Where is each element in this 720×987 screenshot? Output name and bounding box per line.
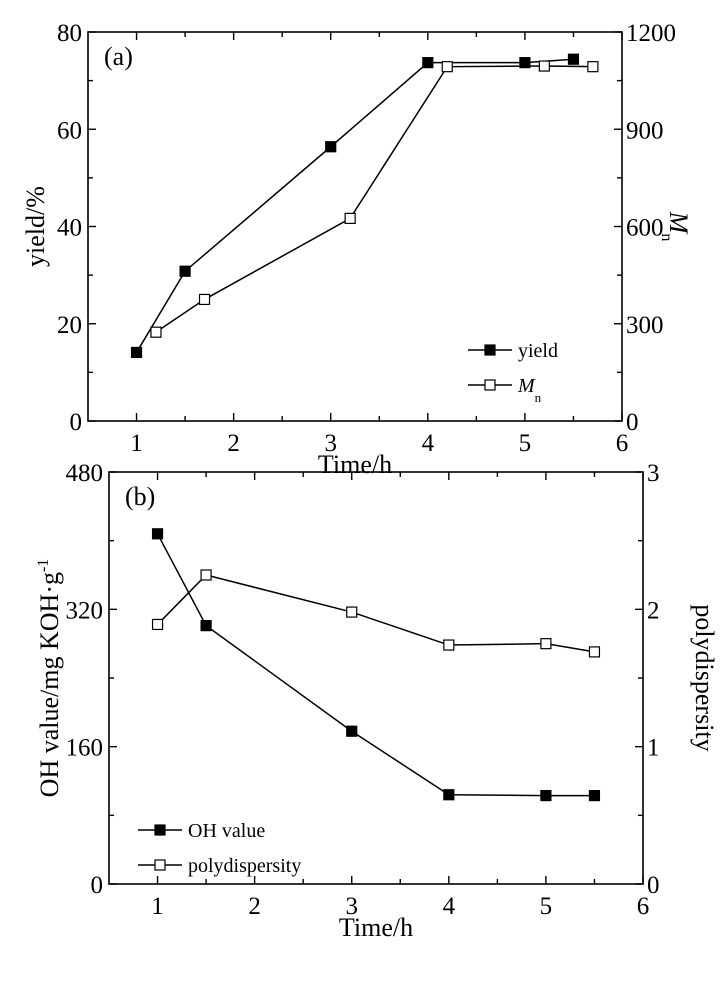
y-axis-label: yield/% — [21, 186, 50, 267]
data-point — [567, 53, 580, 65]
data-point — [540, 638, 552, 650]
plot-frame — [87, 31, 623, 422]
x-tick-label: 4 — [422, 430, 435, 457]
y-tick-label: 20 — [57, 312, 82, 339]
series-line-OH-value — [156, 533, 595, 797]
legend-label-text: yield — [518, 340, 558, 362]
y2-axis-label-text: polydispersity — [690, 604, 719, 751]
data-point — [538, 60, 550, 72]
panel-a: 1 2 3 4 5 602040608003006009001200Time/hyield… — [21, 20, 693, 479]
x-tick-label: 6 — [616, 430, 629, 457]
y-tick-label: 40 — [57, 215, 82, 242]
legend-marker — [154, 824, 166, 836]
data-point — [130, 346, 143, 359]
x-tick-label: 4 — [443, 893, 456, 920]
y2-axis-label-text: M — [664, 211, 693, 235]
series-line-polydispersity — [157, 574, 595, 653]
y2-axis-label-subscript: n — [658, 233, 675, 241]
legend-label: Mn — [517, 375, 542, 405]
legend-item: Mn — [468, 375, 542, 405]
data-point — [151, 528, 164, 540]
x-tick-label: 2 — [227, 430, 240, 457]
data-point — [588, 646, 601, 658]
y2-tick-label: 2 — [647, 597, 660, 624]
y-axis-label: OH value/mg KOH·g-1 — [35, 559, 64, 798]
y2-axis-label: polydispersity — [690, 604, 719, 751]
y-tick-label: 80 — [57, 20, 82, 47]
x-tick-label: 1 — [130, 430, 143, 457]
data-point — [346, 725, 358, 737]
x-tick-label: 3 — [345, 893, 358, 920]
y-axis-label-text: yield/% — [21, 186, 50, 267]
y2-tick-label: 900 — [626, 117, 664, 144]
y2-tick-label: 3 — [647, 460, 660, 487]
data-point — [346, 606, 358, 618]
y2-tick-label: 0 — [626, 409, 639, 436]
legend-item: polydispersity — [138, 855, 301, 877]
legend-label: yield — [518, 340, 558, 362]
data-point — [588, 789, 601, 802]
legend-marker — [154, 859, 166, 871]
y-tick-label: 0 — [70, 409, 83, 436]
y2-tick-label: 1200 — [626, 20, 676, 47]
series-line-yield — [135, 58, 574, 353]
y-tick-label: 60 — [57, 117, 82, 144]
data-point — [325, 141, 337, 153]
data-point — [519, 57, 531, 69]
data-point — [443, 789, 455, 801]
x-tick-label: 5 — [519, 430, 532, 457]
y-tick-label: 320 — [66, 597, 104, 624]
legend-label-text: polydispersity — [188, 855, 301, 877]
data-point — [198, 293, 211, 306]
x-axis-label: Time/h — [318, 450, 392, 479]
legend-label: polydispersity — [188, 855, 301, 877]
x-tick-label: 3 — [324, 430, 337, 457]
y2-axis-label: Mn — [658, 211, 693, 242]
data-point — [179, 265, 191, 277]
legend-label-subscript: n — [535, 390, 542, 405]
y-tick-label: 160 — [66, 735, 104, 762]
y-axis-label-superscript: -1 — [35, 559, 52, 572]
data-point — [200, 569, 212, 581]
legend-item: yield — [468, 340, 558, 362]
data-point — [540, 789, 552, 802]
legend-item: OH value — [138, 820, 265, 842]
x-tick-label: 6 — [637, 893, 650, 920]
data-point — [150, 326, 162, 338]
x-tick-label: 5 — [540, 893, 553, 920]
data-point — [151, 618, 164, 631]
data-point — [587, 61, 599, 73]
y2-tick-label: 1 — [647, 735, 660, 762]
y2-tick-label: 0 — [647, 872, 660, 899]
panel-label: (b) — [125, 482, 155, 511]
x-axis-label: Time/h — [339, 913, 413, 942]
x-tick-label: 1 — [151, 893, 164, 920]
x-tick-label: 2 — [248, 893, 261, 920]
legend-label-text: OH value — [188, 820, 265, 842]
y-tick-label: 0 — [91, 872, 104, 899]
data-point — [443, 639, 455, 651]
panel-label: (a) — [104, 42, 133, 71]
data-point — [200, 620, 212, 632]
y-tick-label: 480 — [66, 460, 104, 487]
legend-marker — [484, 379, 496, 391]
data-point — [344, 212, 356, 224]
y2-tick-label: 600 — [626, 215, 664, 242]
legend-label: OH value — [188, 820, 265, 842]
legend-label-text: M — [517, 375, 536, 397]
y-axis-label-text: OH value/mg KOH·g — [35, 572, 64, 797]
series-line-M — [155, 65, 593, 333]
y2-tick-label: 300 — [626, 312, 664, 339]
data-point — [422, 57, 434, 69]
legend-marker — [484, 344, 496, 356]
data-point — [441, 61, 453, 73]
